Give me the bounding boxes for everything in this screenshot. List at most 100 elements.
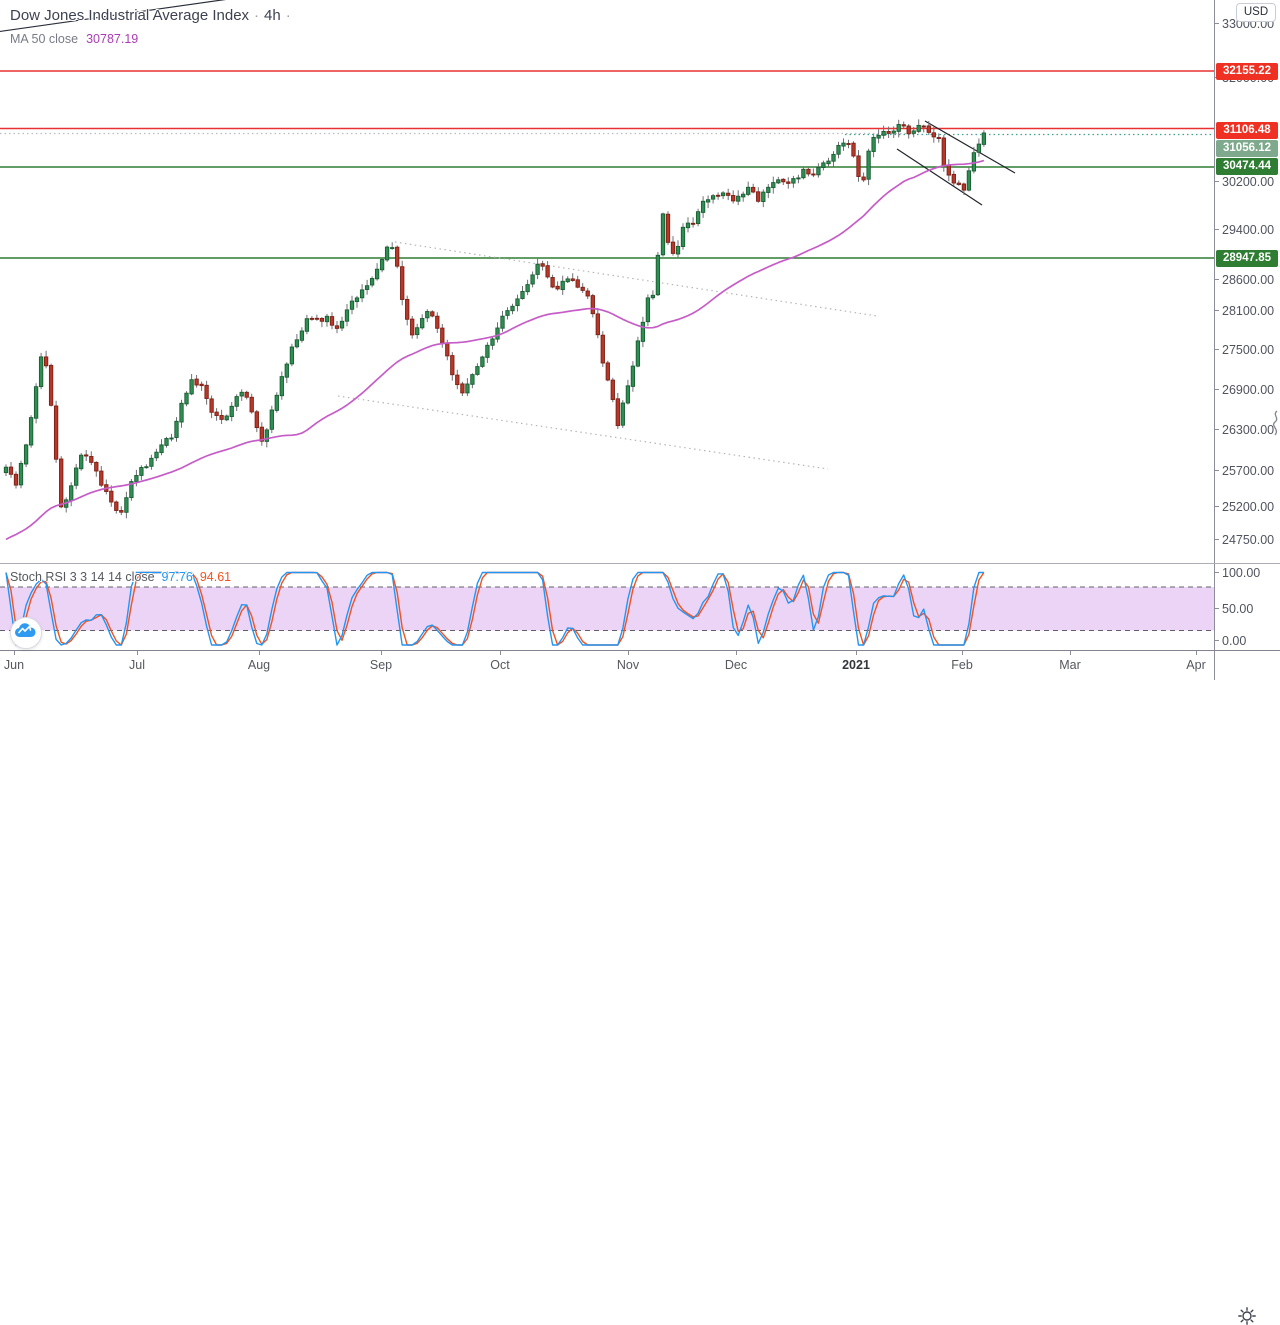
candle-up [284, 363, 289, 378]
candle-down [319, 317, 325, 322]
time-axis[interactable]: Jun Jul Aug Sep Oct Nov Dec 2021 Feb Mar Apr [0, 650, 1280, 1325]
candle-up [655, 254, 661, 296]
cloud-chart-icon [15, 623, 36, 637]
candle-up [364, 285, 370, 290]
stoch-rsi-legend[interactable]: Stoch RSI 3 3 14 14 close 97.76 94.61 [10, 570, 231, 584]
candle-down [329, 316, 335, 326]
candle-up [515, 298, 520, 307]
candle-up [500, 315, 505, 329]
candle-up [149, 457, 154, 467]
candle-down [48, 364, 54, 406]
candle-up [374, 268, 380, 280]
candle-up [475, 366, 480, 375]
candle-up [18, 462, 24, 486]
candle-up [224, 415, 229, 421]
stoch-legend-label: Stoch RSI 3 3 14 14 close [10, 570, 155, 584]
time-axis-label: Dec [724, 658, 748, 672]
tradingview-logo[interactable] [10, 617, 42, 649]
candle-down [314, 317, 320, 320]
time-axis-label: 2021 [842, 658, 870, 672]
candle-up [966, 170, 972, 191]
candle-up [565, 278, 570, 283]
symbol-legend[interactable]: Dow Jones Industrial Average Index · 4h · [10, 7, 296, 24]
candle-up [124, 497, 129, 513]
time-tick [856, 651, 857, 655]
candle-up [415, 327, 420, 336]
candle-up [841, 142, 846, 147]
candle-up [771, 182, 776, 189]
trend-line[interactable] [394, 241, 878, 317]
candle-down [585, 290, 590, 297]
candle-up [680, 226, 686, 247]
candle-down [214, 411, 219, 416]
candle-up [390, 247, 395, 250]
candle-down [410, 318, 415, 336]
usd-currency-button[interactable]: USD [1236, 3, 1276, 22]
candle-down [956, 182, 961, 185]
candle-down [856, 155, 861, 177]
price-level-label: 31106.48 [1216, 121, 1278, 139]
candle-down [400, 266, 405, 300]
stoch-k-line[interactable] [5, 571, 984, 646]
time-tick [736, 651, 737, 655]
candle-down [806, 168, 811, 175]
candle-up [866, 150, 871, 180]
stoch-band [0, 587, 1214, 631]
price-axis[interactable]: USD 33000.0032000.0030200.0029400.002860… [1214, 0, 1280, 650]
ma-legend[interactable]: MA 50 close 30787.19 [10, 32, 138, 46]
time-axis-label: Jul [129, 658, 145, 672]
candle-down [670, 241, 676, 254]
price-scale-scroll-handle[interactable] [1271, 409, 1280, 437]
candle-down [259, 426, 264, 442]
candle-down [309, 317, 315, 320]
settings-gear-icon[interactable] [1238, 1307, 1256, 1325]
candle-down [405, 298, 410, 320]
candle-down [811, 173, 816, 176]
candle-down [605, 362, 610, 381]
candle-up [640, 321, 646, 342]
time-axis-label: Sep [369, 658, 393, 672]
candle-up [339, 320, 345, 329]
candle-up [139, 467, 144, 476]
trend-line[interactable] [0, 0, 243, 33]
ma-50-line[interactable] [5, 159, 985, 541]
candle-up [710, 195, 716, 200]
candle-up [359, 289, 365, 299]
candle-up [635, 340, 641, 367]
chart-canvas[interactable] [0, 0, 1214, 650]
candle-up [826, 160, 831, 165]
trend-line[interactable] [924, 120, 1016, 174]
candle-up [530, 274, 535, 285]
candlestick-series [3, 119, 987, 519]
candle-down [53, 405, 59, 460]
interval-label[interactable]: 4h [264, 7, 281, 24]
candle-up [831, 153, 836, 162]
candle-up [129, 481, 134, 499]
symbol-title[interactable]: Dow Jones Industrial Average Index [10, 7, 250, 24]
candle-down [555, 285, 560, 290]
trend-line[interactable] [337, 395, 829, 470]
candle-down [931, 132, 936, 138]
stoch-k-value: 97.76 [161, 570, 193, 584]
candle-down [756, 191, 761, 202]
candle-down [199, 383, 204, 387]
candle-up [911, 130, 916, 134]
candle-down [786, 181, 791, 184]
candle-up [705, 199, 711, 203]
candle-down [570, 278, 575, 281]
candle-down [460, 383, 465, 394]
candle-up [369, 278, 375, 286]
candle-up [379, 259, 385, 271]
candle-down [244, 391, 249, 398]
candle-down [445, 342, 450, 357]
candle-up [38, 356, 44, 388]
candle-up [384, 246, 390, 261]
candle-down [430, 311, 435, 317]
trend-line[interactable] [896, 148, 983, 206]
candle-up [159, 444, 164, 454]
candle-down [89, 456, 94, 463]
price-level-label: 31056.12 [1216, 139, 1278, 157]
candle-down [595, 313, 600, 336]
candle-up [33, 386, 39, 419]
candle-up [801, 168, 806, 179]
